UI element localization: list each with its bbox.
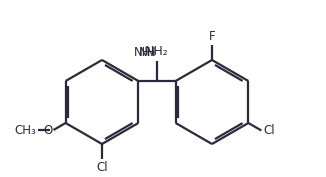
Text: F: F bbox=[209, 30, 215, 43]
Text: NH₂: NH₂ bbox=[134, 46, 156, 59]
Text: Cl: Cl bbox=[263, 124, 275, 137]
Text: CH₃: CH₃ bbox=[15, 124, 37, 136]
Text: NH₂: NH₂ bbox=[145, 45, 169, 58]
Text: O: O bbox=[43, 124, 52, 136]
Text: Cl: Cl bbox=[96, 161, 108, 174]
Text: NH: NH bbox=[139, 46, 156, 59]
